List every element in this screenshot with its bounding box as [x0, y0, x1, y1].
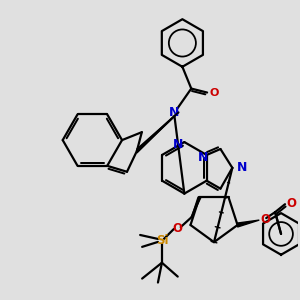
- Polygon shape: [238, 220, 259, 227]
- Text: O: O: [260, 213, 270, 226]
- Text: Si: Si: [156, 234, 168, 248]
- Text: O: O: [173, 221, 183, 235]
- Text: N: N: [169, 106, 180, 119]
- Text: O: O: [286, 197, 296, 210]
- Text: O: O: [209, 88, 218, 98]
- Polygon shape: [192, 197, 201, 217]
- Text: N: N: [237, 161, 248, 174]
- Text: N: N: [197, 152, 208, 164]
- Polygon shape: [137, 112, 178, 153]
- Text: N: N: [173, 138, 184, 151]
